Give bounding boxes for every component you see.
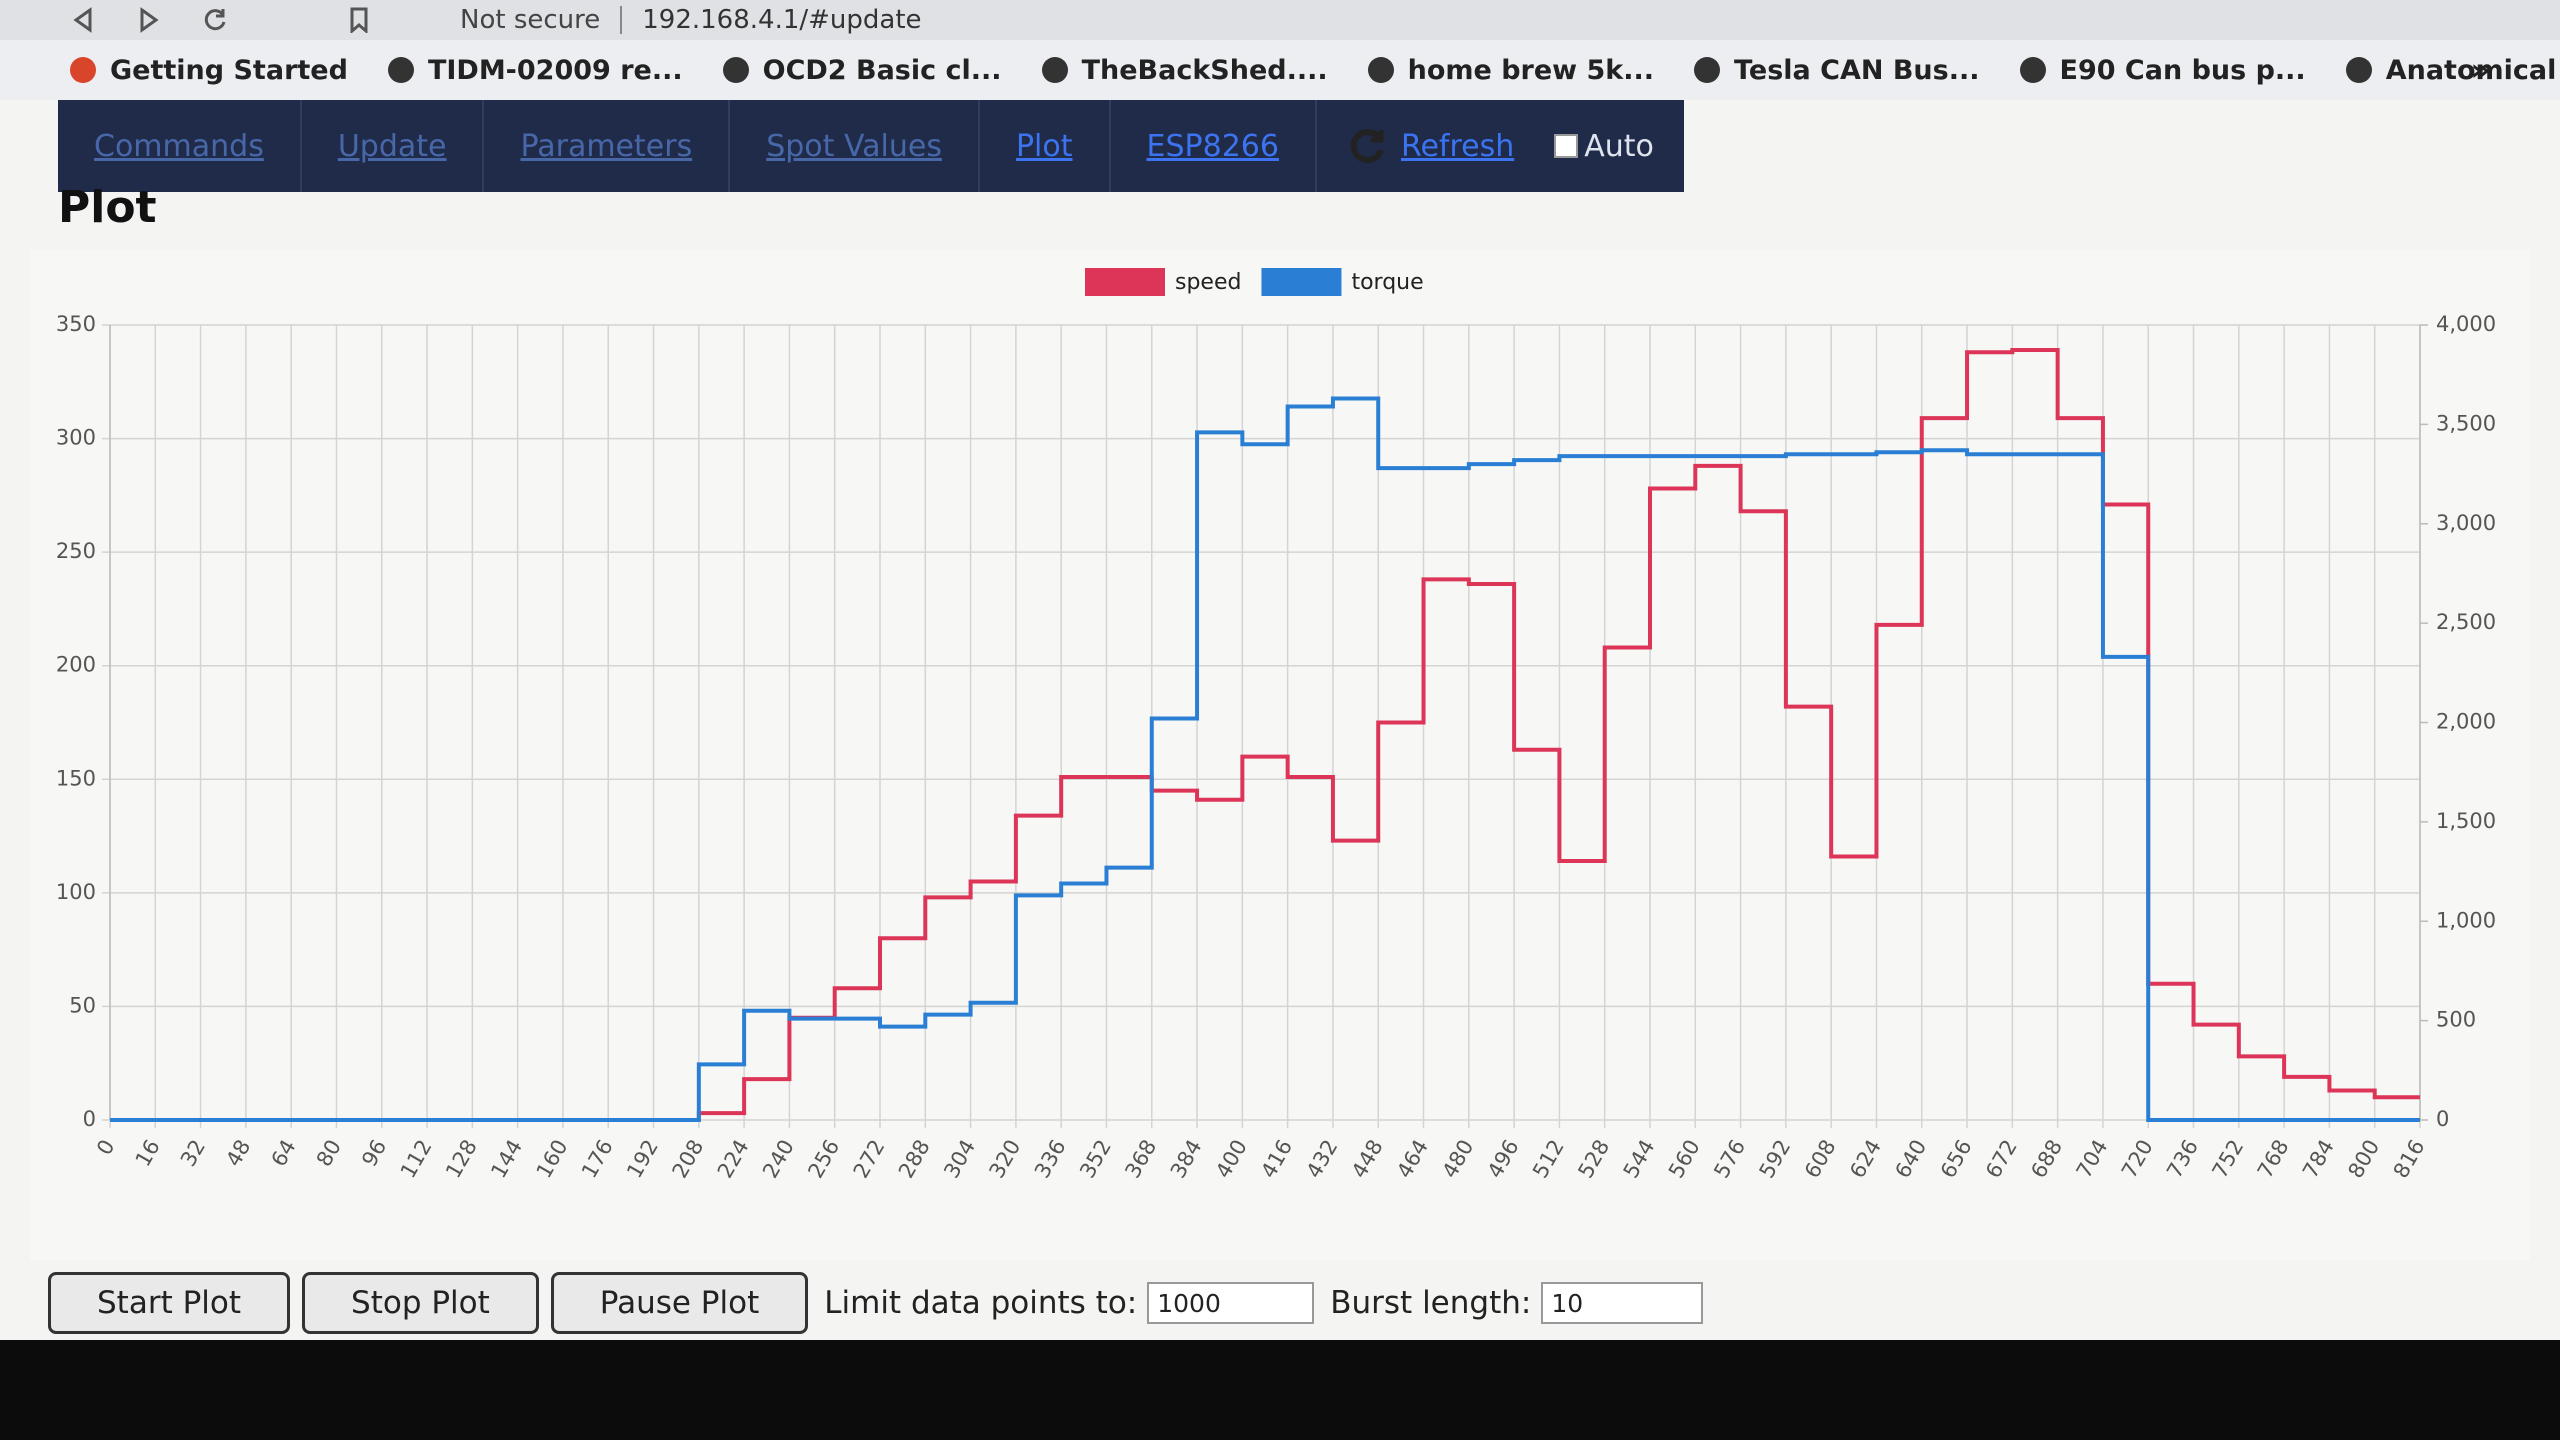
refresh-icon [1350,129,1384,164]
monitor-bezel [0,1340,2560,1440]
burst-label: Burst length: [1330,1285,1532,1321]
security-indicator[interactable]: Not secure [460,5,601,35]
y2-tick-label: 2,000 [2436,710,2496,734]
bookmark[interactable]: Anatomical D... [2345,54,2560,86]
limit-input[interactable]: 1000 [1147,1282,1315,1324]
nav-tab[interactable]: ESP8266 [1111,100,1317,192]
plot-button[interactable]: Stop Plot [302,1272,539,1334]
url[interactable]: 192.168.4.1/#update [642,5,922,35]
burst-input[interactable]: 10 [1541,1282,1704,1324]
bookmark-icon [1694,57,1721,83]
y2-tick-label: 1,000 [2436,908,2496,932]
bookmark-label: TheBackShed.... [1081,54,1328,86]
y2-tick-label: 2,500 [2436,610,2496,634]
y-tick-label: 350 [56,312,96,336]
legend-swatch [1085,268,1165,296]
plot-controls: Start Plot Stop Plot Pause Plot Limit data … [48,1272,1715,1334]
y-tick-label: 50 [69,993,96,1017]
bookmark-label: Getting Started [110,54,348,86]
y-tick-label: 100 [56,880,96,904]
refresh-label: Refresh [1400,128,1515,164]
bookmark-icon [1041,57,1068,83]
bookmark-icon [2019,57,2046,83]
bookmarks-overflow[interactable]: » [2470,52,2490,88]
navigation-buttons [70,7,228,33]
bookmark[interactable]: OCD2 Basic cl... [722,54,1002,86]
browser-window: Not secure 192.168.4.1/#update Getting S… [0,0,2560,1340]
y2-tick-label: 0 [2436,1107,2449,1131]
forward-button[interactable] [136,7,162,33]
bookmark-label: TIDM-02009 re... [427,54,683,86]
bookmark-label: E90 Can bus p... [2059,54,2306,86]
limit-label: Limit data points to: [824,1285,1138,1321]
nav-bar: Commands Update Parameters Spot Values Plot E… [58,100,1684,192]
auto-label: Auto [1584,128,1654,164]
nav-tab[interactable]: Plot [980,100,1111,192]
page-heading: Plot [58,182,157,233]
auto-checkbox[interactable] [1554,134,1579,158]
reload-button[interactable] [202,7,228,33]
y-tick-label: 250 [56,539,96,563]
bookmarks-bar: Getting Started TIDM-02009 re... OCD2 Basi… [0,40,2560,100]
plot-button[interactable]: Start Plot [48,1272,291,1334]
y-tick-label: 0 [83,1107,96,1131]
y2-tick-label: 4,000 [2436,312,2496,336]
bookmark-label: OCD2 Basic cl... [762,54,1002,86]
bookmark[interactable]: TheBackShed.... [1041,54,1328,86]
data-line [110,396,2420,1122]
y2-tick-label: 3,000 [2436,511,2496,535]
plot-button[interactable]: Pause Plot [550,1272,809,1334]
refresh-link[interactable]: Refresh [1317,100,1544,192]
bookmark-icon [2345,57,2372,83]
bookmark-icon [1367,57,1394,83]
bookmark[interactable]: E90 Can bus p... [2019,54,2306,86]
nav-tab[interactable]: Commands [58,100,302,192]
nav-tab[interactable]: Parameters [484,100,731,192]
browser-toolbar: Not secure 192.168.4.1/#update [0,0,2560,40]
nav-tab[interactable]: Update [302,100,485,192]
y-tick-label: 300 [56,426,96,450]
y-tick-label: 200 [56,653,96,677]
nav-tab[interactable]: Spot Values [730,100,980,192]
bookmark[interactable]: TIDM-02009 re... [387,54,683,86]
legend-swatch [1261,268,1342,296]
bookmark[interactable]: home brew 5k... [1367,54,1655,86]
back-button[interactable] [70,7,96,33]
auto-toggle: Auto [1544,100,1684,192]
y2-tick-label: 1,500 [2436,809,2496,833]
y-tick-label: 150 [56,766,96,790]
bookmark-icon [387,57,414,83]
bookmark[interactable]: Tesla CAN Bus... [1694,54,1980,86]
bookmark-label: Anatomical D... [2385,54,2560,86]
bookmark-label: Tesla CAN Bus... [1734,54,1980,86]
y2-tick-label: 3,500 [2436,411,2496,435]
bookmark[interactable]: Getting Started [70,55,348,86]
legend-label: torque [1351,270,1423,295]
separator [620,6,623,34]
legend-label: speed [1175,270,1241,295]
bookmark-icon [70,57,96,83]
y2-tick-label: 500 [2436,1008,2476,1032]
bookmark-label: home brew 5k... [1407,54,1655,86]
bookmark-icon[interactable] [348,7,370,33]
bookmark-icon [722,57,749,83]
data-line [110,347,2420,1122]
chart: 0 16 32 48 64 80 96 112 128 144 160 176 192 208 224 240… [30,250,2530,1260]
